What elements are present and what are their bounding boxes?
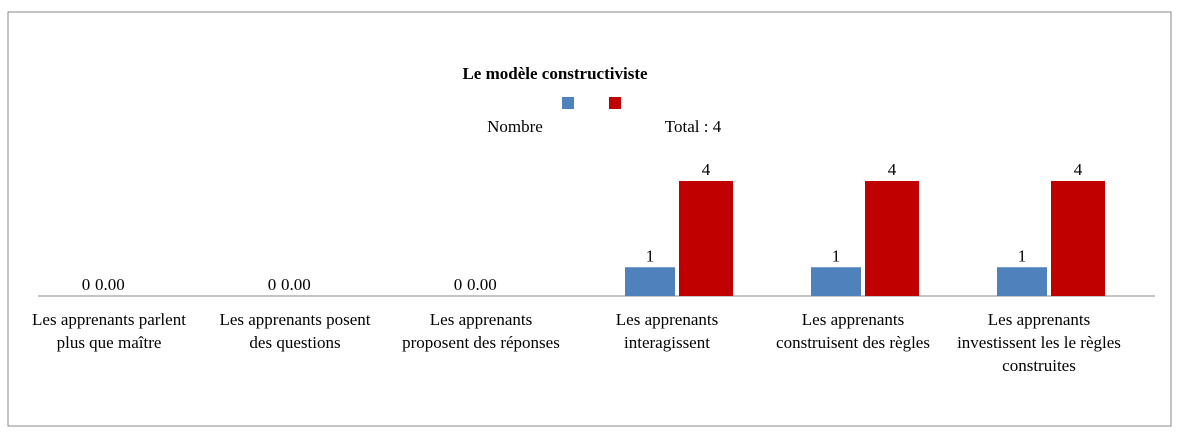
data-label: 1: [832, 246, 841, 265]
x-tick-label: Les apprenants posent des questions: [219, 310, 371, 352]
legend-swatch: [562, 97, 574, 109]
data-label: 0.00: [467, 275, 497, 294]
data-label: 0.00: [281, 275, 311, 294]
bar: [679, 181, 733, 296]
x-tick-label: Les apprenants parlent plus que maître: [32, 310, 186, 352]
data-label: 4: [702, 160, 711, 179]
bar: [811, 267, 861, 296]
data-label: 0: [454, 275, 463, 294]
data-label: 0.00: [95, 275, 125, 294]
legend-label: Nombre: [487, 117, 543, 136]
data-label: 0: [268, 275, 277, 294]
bar: [1051, 181, 1105, 296]
x-tick-label: Les apprenants investissent les le règle…: [957, 310, 1121, 375]
bar: [625, 267, 675, 296]
data-label: 4: [888, 160, 897, 179]
bar: [865, 181, 919, 296]
x-tick-label: Les apprenants construisent des règles: [776, 310, 930, 352]
legend-label: Total : 4: [665, 117, 722, 136]
data-label: 1: [1018, 246, 1027, 265]
legend-swatch: [609, 97, 621, 109]
frame: [7, 11, 1172, 427]
data-label: 1: [646, 246, 655, 265]
bar: [997, 267, 1047, 296]
chart-title: Le modèle constructiviste: [462, 64, 648, 83]
x-tick-label: Les apprenants proposent des réponses: [402, 310, 560, 352]
data-label: 0: [82, 275, 91, 294]
x-tick-label: Les apprenants interagissent: [615, 310, 719, 352]
data-label: 4: [1074, 160, 1083, 179]
